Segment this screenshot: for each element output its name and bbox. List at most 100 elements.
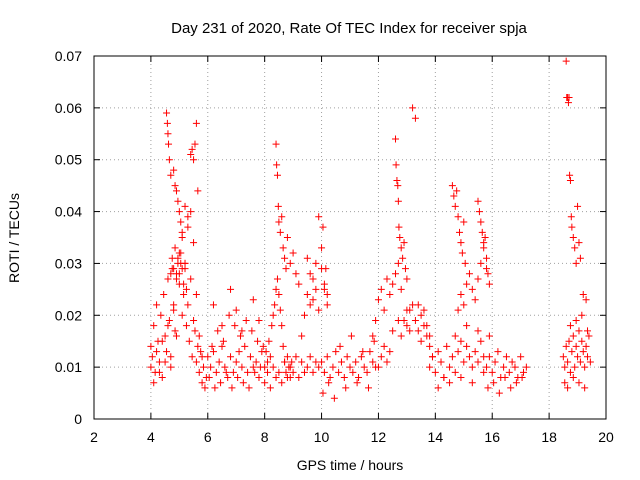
data-point bbox=[566, 171, 574, 179]
data-point bbox=[185, 337, 193, 345]
data-point bbox=[518, 374, 526, 382]
data-point bbox=[468, 363, 476, 371]
data-point bbox=[165, 156, 173, 164]
data-point bbox=[309, 368, 317, 376]
x-tick-label: 16 bbox=[484, 429, 500, 445]
data-point bbox=[561, 363, 569, 371]
data-point bbox=[182, 322, 190, 330]
data-point bbox=[279, 244, 287, 252]
data-point bbox=[369, 332, 377, 340]
data-point bbox=[160, 291, 168, 299]
data-point bbox=[241, 342, 249, 350]
data-point bbox=[569, 332, 577, 340]
data-point bbox=[399, 254, 407, 262]
data-point bbox=[485, 332, 493, 340]
data-point bbox=[282, 368, 290, 376]
data-point bbox=[303, 363, 311, 371]
data-point bbox=[227, 353, 235, 361]
data-point bbox=[147, 342, 155, 350]
data-point bbox=[428, 353, 436, 361]
data-point bbox=[182, 285, 190, 293]
data-point bbox=[406, 327, 414, 335]
data-point bbox=[440, 374, 448, 382]
data-point bbox=[477, 259, 485, 267]
data-point bbox=[184, 223, 192, 231]
data-point bbox=[403, 322, 411, 330]
data-point bbox=[295, 374, 303, 382]
data-point bbox=[191, 327, 199, 335]
data-point bbox=[512, 379, 520, 387]
data-point bbox=[175, 208, 183, 216]
data-point bbox=[572, 259, 580, 267]
x-tick-label: 8 bbox=[261, 429, 269, 445]
data-point bbox=[366, 348, 374, 356]
data-point bbox=[318, 358, 326, 366]
data-point bbox=[167, 171, 175, 179]
data-point bbox=[163, 119, 171, 127]
data-point bbox=[559, 353, 567, 361]
data-point bbox=[397, 332, 405, 340]
y-tick-label: 0.03 bbox=[55, 255, 82, 271]
data-point bbox=[177, 218, 185, 226]
data-point bbox=[192, 119, 200, 127]
data-point bbox=[411, 316, 419, 324]
data-point bbox=[564, 384, 572, 392]
data-point bbox=[490, 379, 498, 387]
data-point bbox=[274, 202, 282, 210]
data-point bbox=[178, 265, 186, 273]
data-point bbox=[278, 379, 286, 387]
data-point bbox=[155, 368, 163, 376]
x-tick-label: 14 bbox=[428, 429, 444, 445]
data-point bbox=[572, 342, 580, 350]
data-point bbox=[431, 368, 439, 376]
data-point bbox=[426, 332, 434, 340]
data-point bbox=[204, 353, 212, 361]
data-point bbox=[218, 322, 226, 330]
data-point bbox=[209, 301, 217, 309]
data-point bbox=[463, 322, 471, 330]
data-point bbox=[562, 342, 570, 350]
data-point bbox=[446, 379, 454, 387]
data-point bbox=[218, 342, 226, 350]
data-point bbox=[576, 358, 584, 366]
data-point bbox=[359, 348, 367, 356]
data-point bbox=[582, 342, 590, 350]
data-point bbox=[172, 187, 180, 195]
data-point bbox=[394, 182, 402, 190]
data-point bbox=[474, 358, 482, 366]
data-point bbox=[215, 358, 223, 366]
data-point bbox=[188, 145, 196, 153]
data-point bbox=[457, 291, 465, 299]
data-point bbox=[273, 161, 281, 169]
data-point bbox=[309, 296, 317, 304]
data-point bbox=[181, 259, 189, 267]
data-point bbox=[460, 218, 468, 226]
data-point bbox=[309, 275, 317, 283]
data-point bbox=[150, 322, 158, 330]
data-point bbox=[389, 327, 397, 335]
data-point bbox=[457, 239, 465, 247]
data-point bbox=[289, 368, 297, 376]
data-point bbox=[323, 301, 331, 309]
data-point bbox=[370, 337, 378, 345]
data-point bbox=[275, 368, 283, 376]
data-point bbox=[265, 337, 273, 345]
data-point bbox=[454, 213, 462, 221]
data-point bbox=[232, 358, 240, 366]
data-point bbox=[164, 322, 172, 330]
data-point bbox=[180, 291, 188, 299]
grid-lines bbox=[94, 56, 606, 419]
data-point bbox=[171, 182, 179, 190]
data-point bbox=[576, 254, 584, 262]
data-point bbox=[394, 197, 402, 205]
data-point bbox=[245, 384, 253, 392]
data-point bbox=[275, 218, 283, 226]
data-point bbox=[300, 311, 308, 319]
data-point bbox=[306, 301, 314, 309]
x-tick-label: 4 bbox=[147, 429, 155, 445]
data-point bbox=[565, 93, 573, 101]
data-point bbox=[481, 234, 489, 241]
data-point bbox=[394, 316, 402, 324]
data-point bbox=[564, 99, 572, 107]
